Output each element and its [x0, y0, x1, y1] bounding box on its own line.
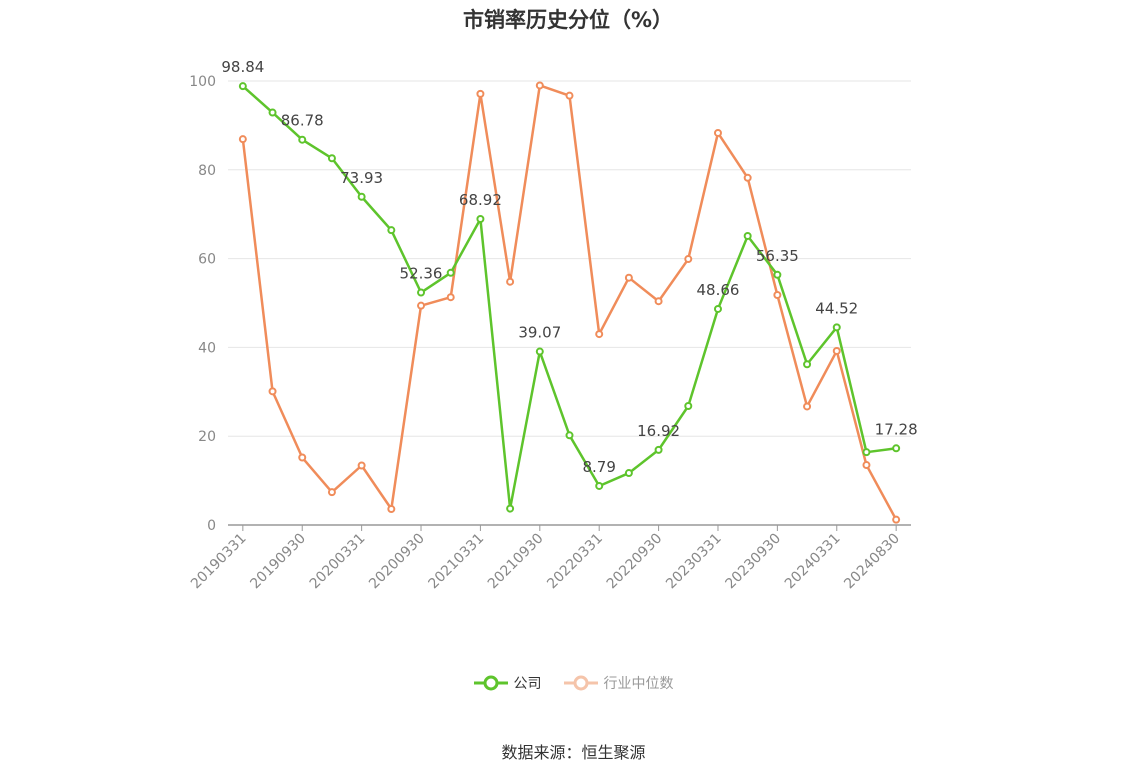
industry-point	[298, 453, 307, 462]
data-source: 数据来源：恒生聚源	[501, 743, 646, 762]
company-data-label: 16.92	[637, 422, 680, 440]
x-axis: 2019033120190930202003312020093020210331…	[188, 524, 911, 593]
y-tick-label: 60	[198, 252, 216, 268]
industry-point	[862, 461, 871, 470]
industry-point	[773, 291, 782, 300]
legend-industry-marker-icon	[563, 675, 598, 691]
legend-company-marker-icon	[473, 675, 508, 691]
industry-point	[417, 301, 426, 310]
company-data-label: 17.28	[875, 420, 918, 438]
company-point	[357, 192, 366, 201]
data-labels: 98.84 86.78 73.93 52.36 68.92 39.07 8.79 16.92 4…	[221, 58, 917, 476]
y-tick-label: 80	[198, 163, 216, 179]
industry-point	[595, 330, 604, 339]
industry-point	[506, 277, 515, 286]
legend: 公司 行业中位数	[0, 673, 1147, 693]
x-tick-label: 20230930	[722, 531, 784, 593]
industry-point	[892, 515, 901, 524]
x-tick-label: 20230331	[663, 531, 725, 593]
x-tick-label: 20240830	[841, 531, 903, 593]
y-tick-label: 20	[198, 429, 216, 445]
company-point	[327, 154, 336, 163]
company-data-label: 98.84	[221, 58, 264, 76]
company-data-label: 48.66	[697, 281, 740, 299]
x-tick-label: 20190930	[247, 531, 309, 593]
x-tick-label: 20200930	[366, 531, 428, 593]
company-line	[242, 85, 897, 510]
company-point	[862, 448, 871, 457]
industry-point	[238, 135, 247, 144]
company-point	[238, 82, 247, 91]
company-data-label: 44.52	[815, 299, 858, 317]
industry-point	[387, 505, 396, 514]
y-axis: 0 20 40 60 80 100	[189, 74, 216, 534]
industry-point	[565, 91, 574, 100]
x-tick-label: 20200331	[307, 531, 369, 593]
company-data-label: 39.07	[518, 324, 561, 342]
company-point	[565, 431, 574, 440]
company-point	[535, 347, 544, 356]
company-data-label: 52.36	[400, 265, 443, 283]
legend-company-label: 公司	[513, 676, 542, 692]
company-point	[298, 135, 307, 144]
company-point	[892, 444, 901, 453]
x-tick-label: 20210930	[485, 531, 547, 593]
company-point	[417, 288, 426, 297]
company-point	[684, 402, 693, 411]
x-tick-label: 20210331	[426, 531, 488, 593]
company-point	[476, 214, 485, 223]
company-data-label: 73.93	[340, 169, 383, 187]
chart-title: 市销率历史分位（%）	[462, 8, 674, 32]
industry-point	[743, 173, 752, 182]
x-tick-label: 20190331	[188, 531, 250, 593]
company-data-label: 86.78	[281, 112, 324, 130]
company-point	[446, 268, 455, 277]
industry-series	[238, 81, 901, 524]
industry-point	[803, 402, 812, 411]
x-tick-label: 20220331	[544, 531, 606, 593]
x-tick-label: 20220930	[604, 531, 666, 593]
grid-lines	[228, 80, 911, 437]
y-tick-label: 0	[207, 518, 216, 534]
industry-line	[241, 84, 898, 521]
industry-point	[713, 128, 722, 137]
industry-point	[476, 89, 485, 98]
industry-point	[535, 81, 544, 90]
company-point	[832, 323, 841, 332]
company-point	[506, 504, 515, 513]
industry-point	[268, 387, 277, 396]
industry-point	[654, 297, 663, 306]
legend-industry-label: 行业中位数	[603, 676, 674, 692]
company-data-label: 56.35	[756, 247, 799, 265]
company-point	[713, 304, 722, 313]
industry-point	[327, 488, 336, 497]
industry-point	[624, 273, 633, 282]
company-series	[238, 82, 901, 513]
company-data-label: 8.79	[582, 458, 615, 476]
industry-point	[684, 255, 693, 264]
company-point	[773, 270, 782, 279]
company-data-label: 68.92	[459, 191, 502, 209]
legend-item-company[interactable]: 公司	[473, 673, 542, 693]
industry-point	[357, 461, 366, 470]
company-point	[268, 108, 277, 117]
y-tick-label: 40	[198, 340, 216, 356]
industry-point	[832, 346, 841, 355]
industry-point	[446, 293, 455, 302]
company-point	[743, 231, 752, 240]
company-point	[624, 469, 633, 478]
company-point	[803, 360, 812, 369]
y-tick-label: 100	[189, 74, 216, 90]
company-point	[595, 481, 604, 490]
company-point	[387, 226, 396, 235]
company-point	[654, 445, 663, 454]
legend-item-industry[interactable]: 行业中位数	[563, 673, 674, 693]
x-tick-label: 20240331	[782, 531, 844, 593]
